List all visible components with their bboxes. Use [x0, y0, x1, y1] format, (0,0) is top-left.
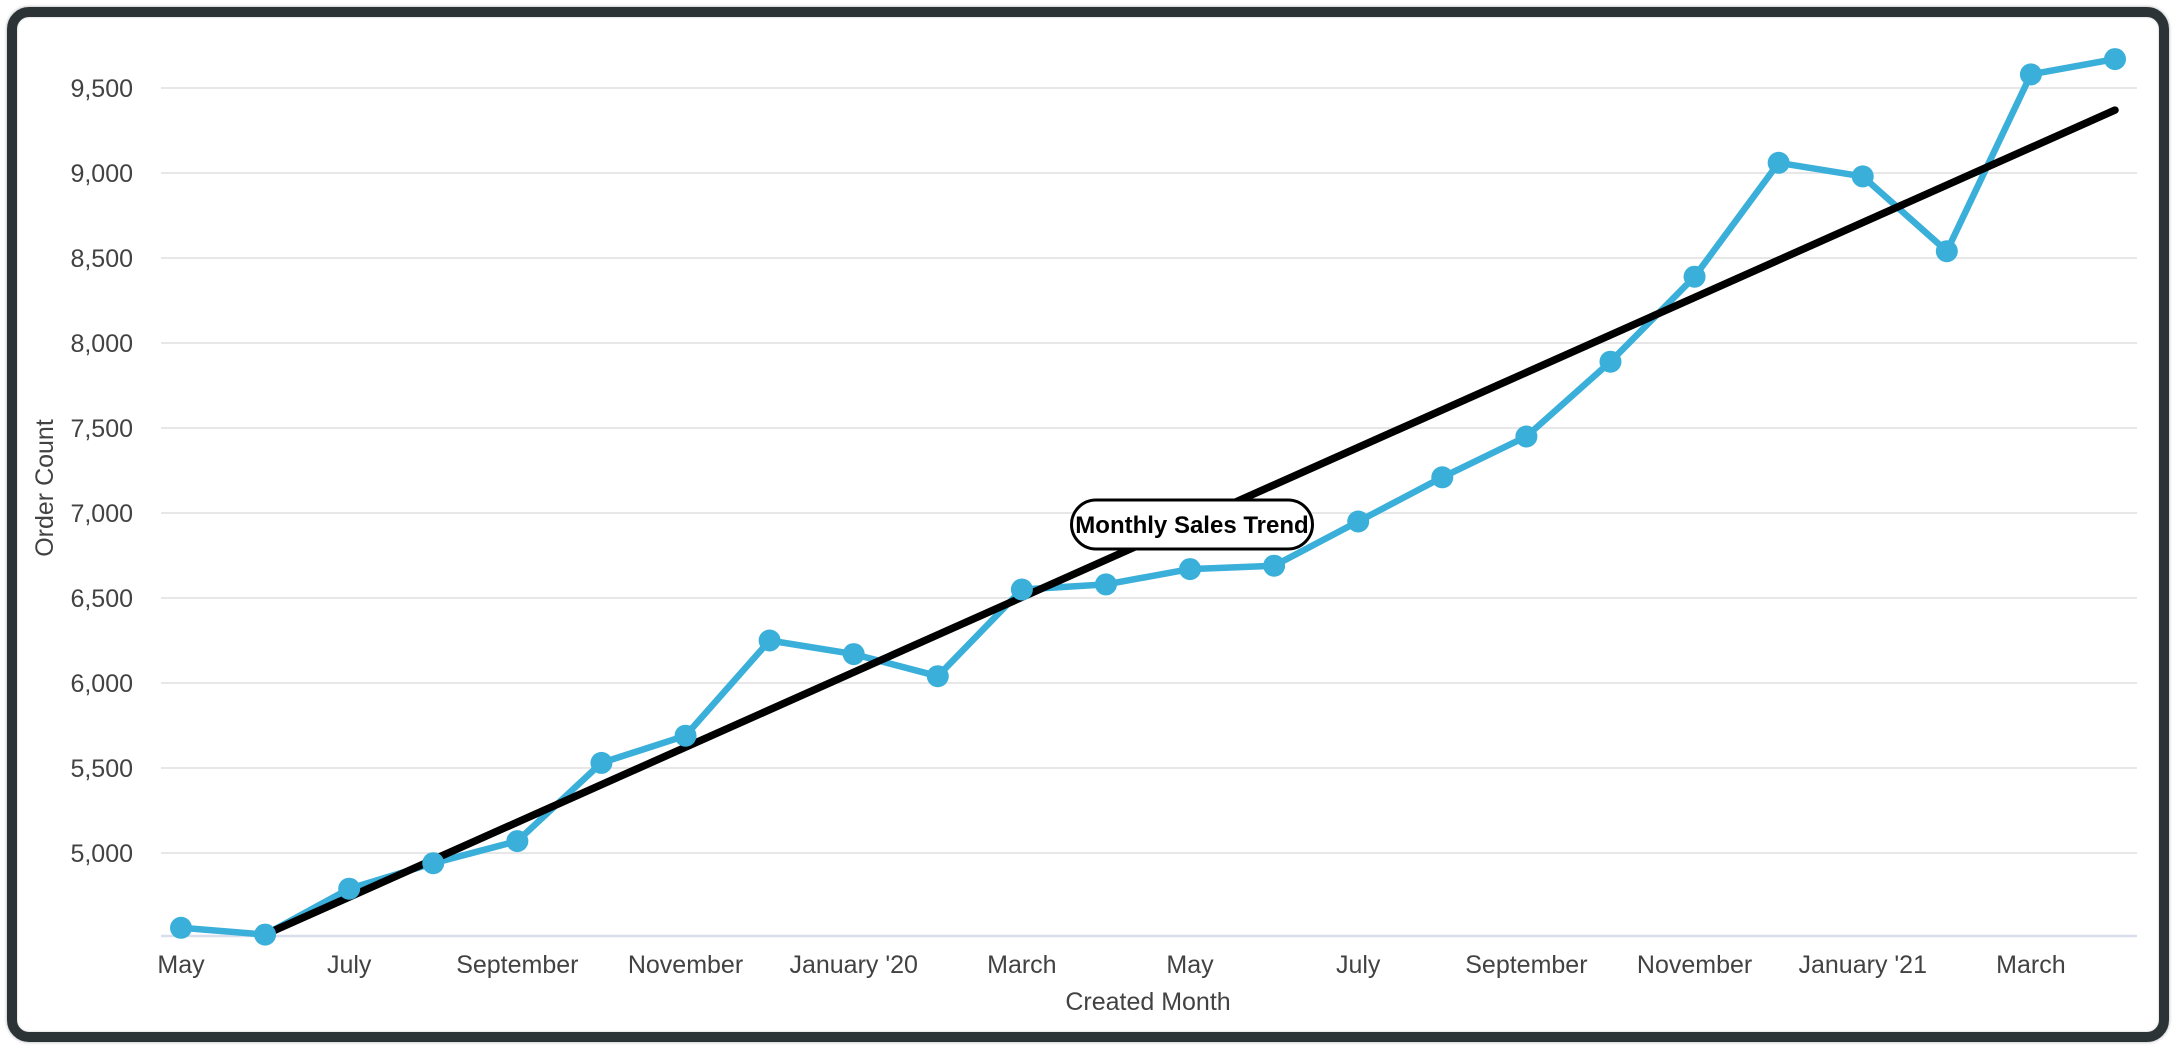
x-tick-label: January '20	[789, 951, 917, 979]
data-point[interactable]	[1010, 578, 1033, 601]
data-point[interactable]	[1431, 466, 1454, 489]
x-tick-label: September	[1465, 951, 1587, 979]
y-tick-label: 6,500	[70, 585, 133, 613]
series-layer	[177, 55, 2119, 938]
x-tick-label: July	[327, 951, 372, 979]
chart-title: Monthly Sales Trend	[1075, 512, 1308, 539]
data-points	[170, 48, 2126, 946]
data-point[interactable]	[842, 643, 865, 666]
y-axis-tick-labels: 5,000 5,500 6,000 6,500 7,000 7,500 8,000 8,500…	[70, 75, 133, 868]
y-tick-label: 7,500	[70, 415, 133, 443]
data-point[interactable]	[1515, 425, 1538, 448]
y-tick-label: 5,000	[70, 840, 133, 868]
gridlines	[161, 87, 2137, 854]
data-point[interactable]	[1263, 554, 1286, 577]
y-tick-label: 8,000	[70, 330, 133, 358]
y-tick-label: 9,500	[70, 75, 133, 103]
data-point[interactable]	[254, 923, 277, 946]
y-axis-title: Order Count	[31, 419, 59, 557]
chart-title-pill: Monthly Sales Trend	[1070, 498, 1314, 551]
y-tick-label: 5,500	[70, 755, 133, 783]
y-tick-label: 7,000	[70, 500, 133, 528]
data-point[interactable]	[1935, 240, 1958, 263]
data-point[interactable]	[338, 877, 361, 900]
x-tick-label: July	[1336, 951, 1381, 979]
data-point[interactable]	[1683, 265, 1706, 288]
x-tick-label: September	[456, 951, 578, 979]
x-tick-label: May	[157, 951, 205, 979]
y-tick-label: 8,500	[70, 245, 133, 273]
data-point[interactable]	[1179, 558, 1202, 581]
data-point[interactable]	[422, 852, 445, 875]
pill-background	[1070, 498, 1314, 551]
x-tick-label: March	[987, 951, 1056, 979]
x-axis-tick-labels: May July September November January '20 March…	[157, 951, 2065, 979]
data-point[interactable]	[674, 724, 697, 747]
data-point[interactable]	[170, 916, 192, 939]
data-point[interactable]	[1599, 350, 1622, 373]
data-point[interactable]	[1767, 151, 1790, 174]
x-tick-label: March	[1996, 951, 2065, 979]
y-tick-label: 6,000	[70, 670, 133, 698]
series-line	[177, 55, 2119, 938]
x-tick-label: November	[1637, 951, 1752, 979]
x-tick-label: November	[628, 951, 743, 979]
data-point[interactable]	[2104, 48, 2126, 71]
data-point[interactable]	[758, 629, 781, 652]
x-tick-label: January '21	[1799, 951, 1927, 979]
data-point[interactable]	[1094, 573, 1117, 596]
data-point[interactable]	[1347, 510, 1370, 533]
data-point[interactable]	[926, 665, 949, 688]
x-tick-label: May	[1166, 951, 1214, 979]
data-point[interactable]	[1851, 165, 1874, 188]
data-point[interactable]	[590, 751, 613, 774]
x-axis-title: Created Month	[1065, 988, 1230, 1016]
data-point[interactable]	[506, 830, 529, 853]
data-point[interactable]	[2019, 63, 2042, 86]
y-tick-label: 9,000	[70, 160, 133, 188]
